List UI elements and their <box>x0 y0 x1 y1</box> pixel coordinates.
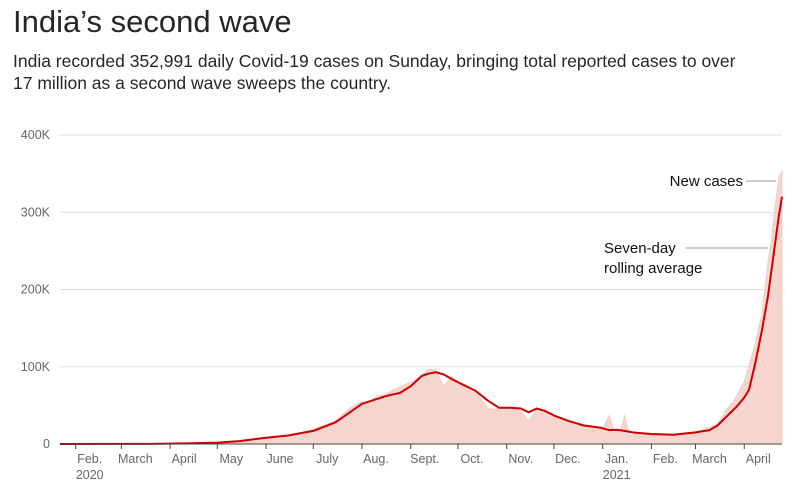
x-tick-label: March <box>692 452 727 466</box>
x-tick-year-label: 2020 <box>76 468 104 482</box>
x-tick-label: July <box>316 452 339 466</box>
annotations: New cases Seven-day rolling average <box>604 173 776 277</box>
y-tick-label: 400K <box>21 128 51 142</box>
x-tick-label: Nov. <box>508 452 533 466</box>
x-axis-ticks: Feb. 2020 March April May June July Aug. Sept. Oc… <box>75 444 771 482</box>
x-tick-label: April <box>746 452 771 466</box>
y-axis-ticks: 0 100K 200K 300K 400K <box>21 128 51 451</box>
rolling-average-line <box>59 196 783 445</box>
x-tick-label: May <box>219 452 243 466</box>
y-tick-label: 100K <box>21 360 51 374</box>
x-tick-label: Oct. <box>461 452 484 466</box>
x-tick-label: Aug. <box>363 452 389 466</box>
y-tick-label: 200K <box>21 283 51 297</box>
chart-subtitle: India recorded 352,991 daily Covid-19 ca… <box>13 51 736 93</box>
x-tick-label: April <box>172 452 197 466</box>
x-tick-label: Jan. <box>605 452 629 466</box>
new-cases-label: New cases <box>670 173 743 190</box>
y-tick-label: 300K <box>21 205 51 219</box>
x-tick-label: March <box>118 452 153 466</box>
y-tick-label: 0 <box>43 437 50 451</box>
rolling-average-label-line2: rolling average <box>604 260 702 277</box>
x-tick-label: Dec. <box>555 452 581 466</box>
x-tick-label: Feb. <box>653 452 678 466</box>
rolling-average-line-layer <box>59 196 783 445</box>
rolling-average-label: Seven-day <box>604 240 676 257</box>
x-tick-label: Sept. <box>410 452 439 466</box>
chart-title: India’s second wave <box>13 4 292 39</box>
gridlines <box>60 134 782 368</box>
x-tick-year-label: 2021 <box>603 468 631 482</box>
x-tick-label: Feb. <box>77 452 102 466</box>
x-tick-label: June <box>267 452 294 466</box>
